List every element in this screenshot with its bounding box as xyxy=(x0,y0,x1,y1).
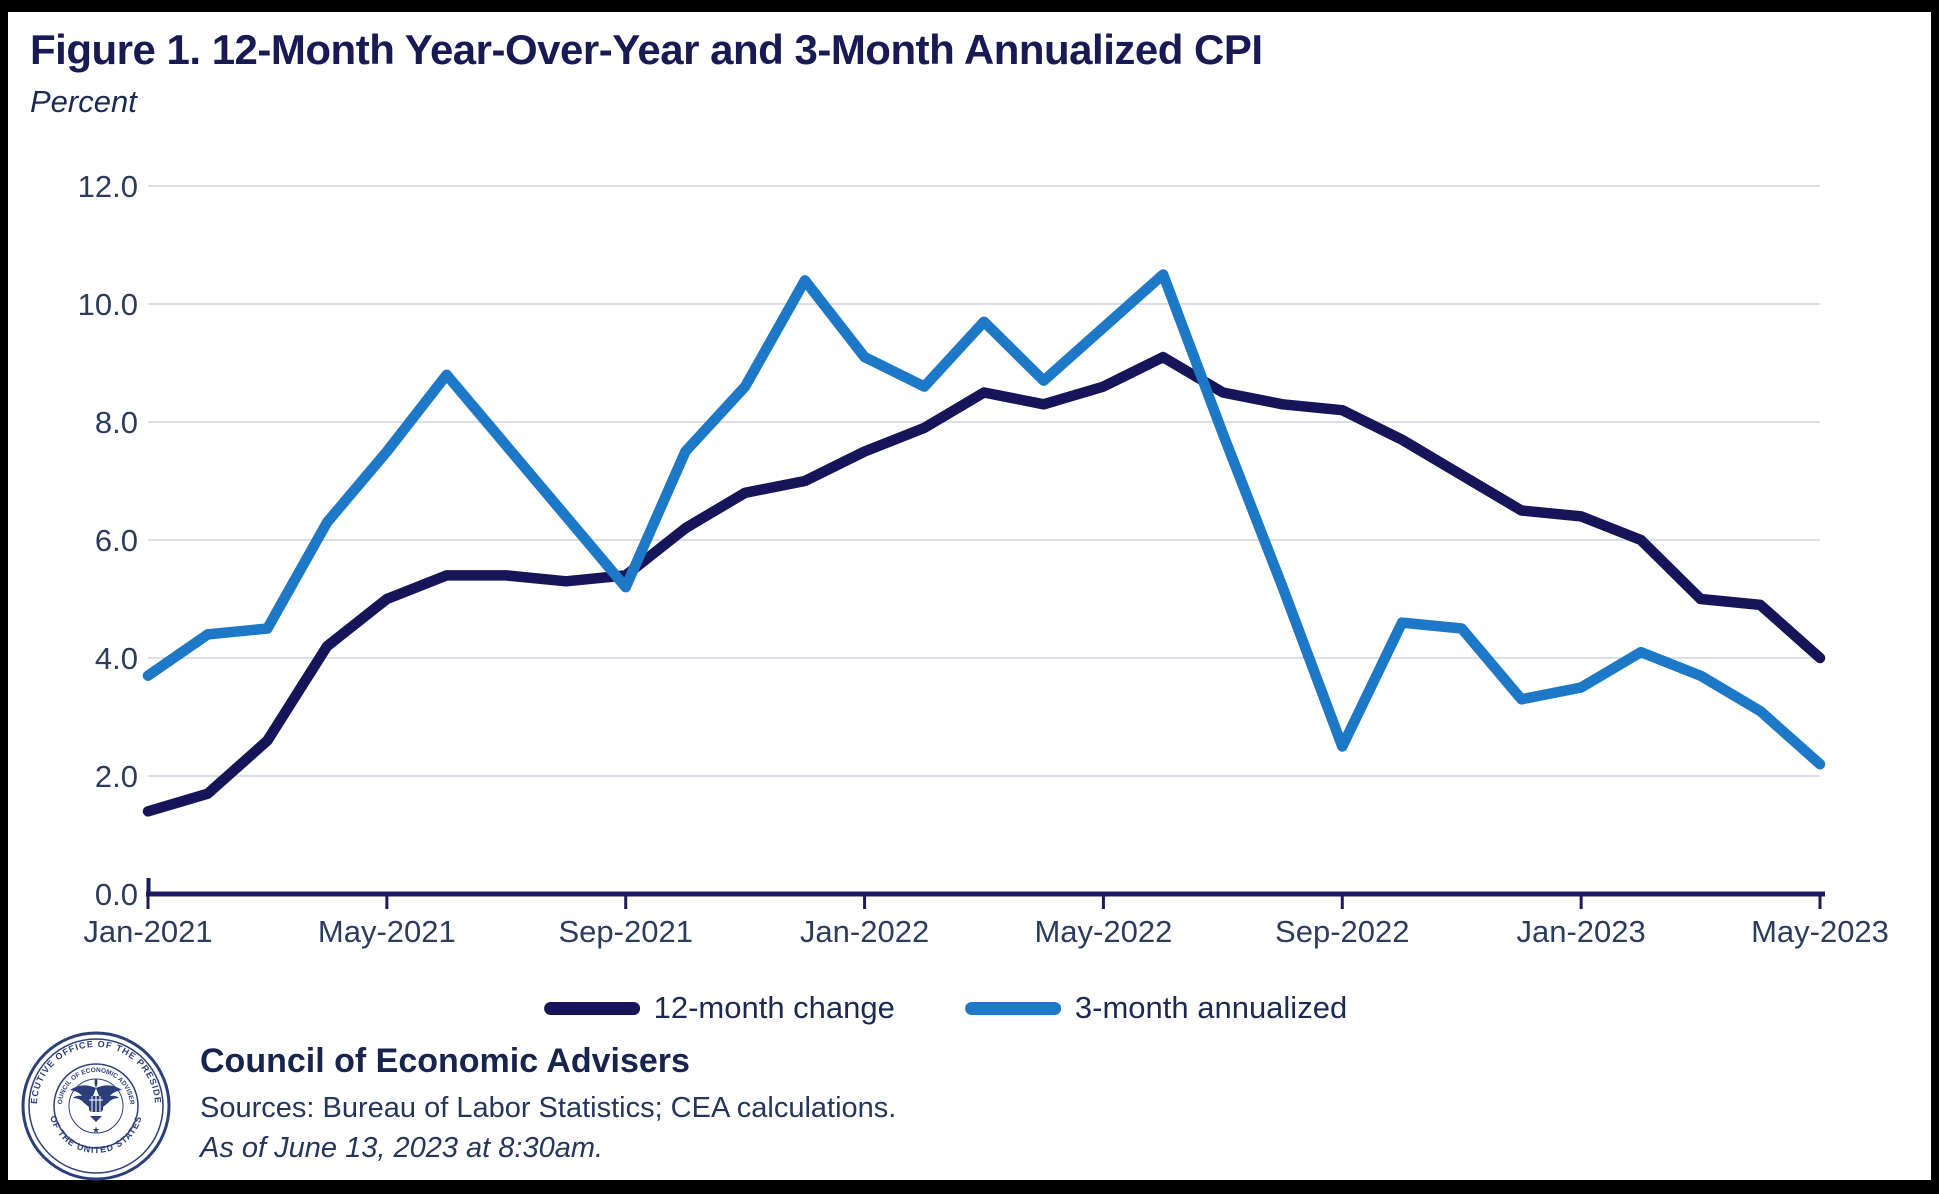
figure-canvas: Figure 1. 12-Month Year-Over-Year and 3-… xyxy=(8,12,1931,1181)
x-tick-label: Jan-2023 xyxy=(1517,914,1646,949)
y-tick-label: 10.0 xyxy=(78,287,138,322)
y-tick-label: 4.0 xyxy=(95,641,138,676)
x-tick-label: Sep-2021 xyxy=(558,914,692,949)
cpi-line-chart: Jan-2021 May-2021 Sep-2021 Jan-2022 May-2022… xyxy=(78,169,1889,949)
x-tick-label: Jan-2022 xyxy=(800,914,929,949)
chart-subtitle: Percent xyxy=(30,84,137,119)
series-line-12-month-change xyxy=(142,351,1826,817)
y-tick-label: 6.0 xyxy=(95,523,138,558)
y-axis-labels: 0.0 2.0 4.0 6.0 8.0 10.0 12.0 xyxy=(78,169,138,912)
legend-label-12-month-change: 12-month change xyxy=(653,990,895,1025)
x-tick-label: Jan-2021 xyxy=(83,914,212,949)
footer-as-of: As of June 13, 2023 at 8:30am. xyxy=(200,1132,604,1164)
series-line-3-month-annualized xyxy=(142,269,1826,770)
y-tick-label: 0.0 xyxy=(95,877,138,912)
chart-title: Figure 1. 12-Month Year-Over-Year and 3-… xyxy=(30,26,1263,73)
y-tick-label: 2.0 xyxy=(95,759,138,794)
x-tick-label: May-2023 xyxy=(1751,914,1889,949)
seal-eagle-icon: ★ xyxy=(70,1078,122,1135)
cea-seal-icon: EXECUTIVE OFFICE OF THE PRESIDENT OF THE… xyxy=(20,1030,171,1181)
legend-item-3-month-annualized: 3-month annualized xyxy=(964,990,1348,1026)
x-tick-label: May-2021 xyxy=(318,914,456,949)
x-tick-label: May-2022 xyxy=(1034,914,1172,949)
x-tick-label: Sep-2022 xyxy=(1275,914,1409,949)
x-axis: Jan-2021 May-2021 Sep-2021 Jan-2022 May-2022… xyxy=(83,878,1889,949)
footer: EXECUTIVE OFFICE OF THE PRESIDENT OF THE… xyxy=(8,1030,1931,1181)
legend-item-12-month-change: 12-month change xyxy=(543,990,895,1026)
y-tick-label: 8.0 xyxy=(95,405,138,440)
legend-label-3-month-annualized: 3-month annualized xyxy=(1074,990,1348,1025)
legend-swatch-12-month-change xyxy=(543,1001,640,1015)
y-tick-label: 12.0 xyxy=(78,169,138,204)
svg-text:★: ★ xyxy=(92,1125,100,1135)
gridlines xyxy=(148,185,1820,777)
chart-legend: 12-month change 3-month annualized xyxy=(543,990,1348,1026)
footer-org-name: Council of Economic Advisers xyxy=(200,1042,690,1080)
legend-swatch-3-month-annualized xyxy=(964,1001,1061,1015)
footer-sources: Sources: Bureau of Labor Statistics; CEA… xyxy=(200,1092,897,1124)
